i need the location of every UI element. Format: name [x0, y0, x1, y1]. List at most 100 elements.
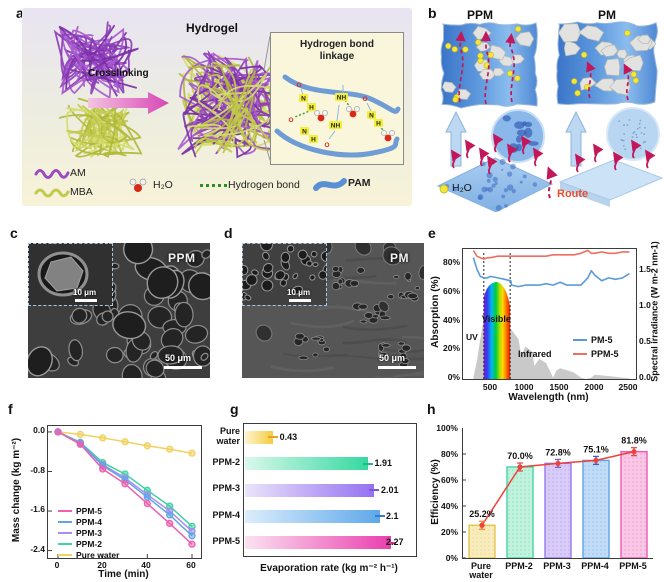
- e-ytick-right: 0.0: [639, 372, 651, 382]
- e-xtick: 2000: [584, 382, 604, 392]
- svg-text:H: H: [311, 137, 316, 144]
- hydrogen-bond-icon: [212, 184, 215, 187]
- sem-pore: [71, 307, 88, 324]
- panel-f-label: f: [8, 401, 13, 417]
- solar-spectrum-silhouette: [473, 305, 630, 379]
- f-legend-label: PPM-5: [76, 506, 102, 516]
- sem-pore: [397, 341, 406, 346]
- sem-pore: [157, 345, 184, 365]
- sem-image-pm: 10 μm PM 50 μm: [242, 243, 424, 378]
- speck: [635, 136, 638, 139]
- water-dot: [462, 46, 469, 53]
- route-arrow: [623, 63, 633, 101]
- scale-label: 50 μm: [165, 353, 192, 363]
- sem-pore: [378, 351, 388, 359]
- g-category: PPM-5: [212, 536, 240, 546]
- polymer-strand: [66, 107, 106, 148]
- legend-am-label: AM: [70, 167, 86, 179]
- svg-text:O: O: [296, 82, 301, 89]
- h-ytick: 20%: [440, 527, 458, 537]
- pore-speck: [524, 127, 533, 138]
- stone: [600, 44, 619, 57]
- sem-pore: [318, 270, 326, 280]
- panel-a-label: a: [16, 5, 24, 21]
- sem-pm-inset: 10 μm: [242, 243, 327, 306]
- polymer-strand: [78, 110, 129, 127]
- hydrogen-bond-icon: [200, 184, 203, 187]
- polymer-strand: [65, 47, 139, 93]
- pore-speck: [516, 143, 522, 152]
- inset-connector: [263, 139, 271, 161]
- polymer-strand: [82, 38, 133, 84]
- sem-pore: [364, 312, 374, 319]
- sponge-pore: [491, 183, 496, 188]
- h-ytick: 0%: [445, 553, 458, 563]
- sem-streak: [345, 256, 411, 263]
- sponge-pore: [453, 187, 457, 192]
- svg-text:N: N: [302, 129, 307, 136]
- speck: [622, 139, 625, 142]
- svg-text:H: H: [376, 121, 381, 128]
- data-point-Pure water: [188, 449, 196, 457]
- f-legend-label: PPM-4: [76, 517, 102, 527]
- f-ylabel: Mass change (kg m⁻²): [11, 437, 22, 543]
- speck: [639, 147, 642, 150]
- e-ytick: 0%: [447, 372, 460, 382]
- polymer-strand: [197, 84, 250, 149]
- stone: [563, 40, 581, 57]
- sponge-pore: [501, 194, 506, 199]
- polymer-strand: [187, 85, 285, 137]
- scale-label: 50 μm: [379, 353, 406, 363]
- sem-pore: [356, 266, 365, 274]
- sem-pore: [105, 346, 124, 364]
- sem-ppm-tag: PPM: [168, 251, 196, 265]
- scale-bar: [164, 366, 202, 369]
- e-ytick-right: 1.5: [639, 264, 651, 274]
- sem-pore: [311, 336, 322, 341]
- svg-text:H: H: [309, 105, 314, 112]
- sem-streak: [327, 355, 392, 362]
- inset-connector: [263, 35, 271, 71]
- e-ytick-right: 0.5: [639, 336, 651, 346]
- e-ylabel-right: Spectral irradiance (W m-2 nm-1): [649, 241, 660, 382]
- svg-text:N: N: [369, 113, 374, 120]
- e-xlabel: Wavelength (nm): [508, 392, 589, 403]
- svg-text:O: O: [362, 96, 367, 103]
- polymer-strand: [64, 55, 137, 89]
- g-bars-area: 0.43 1.91 2.01 2.1 2.27: [244, 424, 416, 556]
- series-line-PM-5: [472, 257, 630, 288]
- atom-labels: O N H O N H NH NH O O N H: [288, 82, 383, 149]
- sem-pore: [309, 274, 316, 281]
- water-dot: [475, 39, 482, 46]
- speck: [637, 145, 639, 148]
- sem-pore: [401, 344, 411, 352]
- evaporation-bar-PPM-2: [245, 457, 368, 471]
- vapor-arrow: [487, 155, 498, 175]
- sponge-pore: [519, 180, 523, 184]
- sponge-pore: [486, 172, 493, 179]
- polymer-strand: [182, 83, 232, 158]
- speck: [624, 148, 626, 151]
- crosslinking-arrow: [88, 92, 169, 114]
- speck: [632, 132, 635, 134]
- hydrogen-bond-inset: Hydrogen bond linkage: [270, 32, 404, 165]
- sponge-pore: [499, 158, 506, 165]
- sponge-pore: [506, 184, 514, 191]
- sem-streak: [401, 335, 424, 340]
- sem-pore: [274, 270, 286, 281]
- f-xtick: 60: [186, 560, 196, 570]
- vapor-arrow: [493, 133, 504, 153]
- circle-shape: [134, 184, 142, 192]
- f-legend-line: [58, 543, 72, 545]
- legend-hbond-label: Hydrogen bond: [228, 179, 300, 191]
- inset-scale-label: 10 μm: [73, 288, 97, 297]
- evaporation-value-label: 2.01: [380, 484, 399, 495]
- pore-speck: [502, 115, 511, 122]
- sem-pore: [371, 314, 380, 319]
- data-point-Pure water: [143, 442, 151, 450]
- sem-pore: [122, 243, 154, 265]
- error-bar: [267, 436, 278, 439]
- panel-d-label: d: [224, 225, 233, 241]
- efficiency-point: [593, 457, 599, 463]
- h-category: PPM-5: [619, 561, 647, 571]
